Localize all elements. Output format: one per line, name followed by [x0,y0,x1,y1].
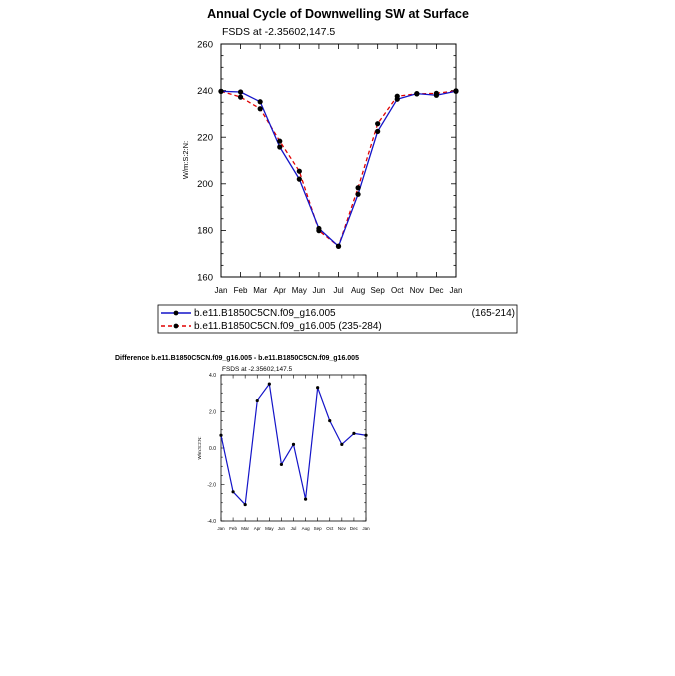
main-plot-area: 160 180 200 220 240 260 Jan Feb Mar Apr May Jun Jul A… [197,39,462,295]
chart-1-x-tick-label: Aug [302,526,311,531]
chart-0-x-tick-label: Dec [429,286,443,295]
chart-1-series-1-point [340,442,344,446]
chart-1-x-tick-label: Jun [278,526,286,531]
main-chart-subtitle: FSDS at -2.35602,147.5 [222,26,335,38]
legend-series-1-annotation: (165-214) [472,308,515,319]
chart-0-series-1-point [375,128,381,134]
chart-1-x-tick-label: Jan [217,526,225,531]
chart-0-x-tick-label: Nov [410,286,424,295]
chart-0-y-tick-label: 220 [197,133,213,144]
chart-1-series-1-point [231,490,235,494]
chart-0-series-2-point [375,121,381,127]
chart-0-series-2-line [220,90,457,247]
chart-1-x-tick-label: Apr [254,526,262,531]
chart-0-y-tick-label: 180 [197,226,213,237]
legend-series-2-label: b.e11.B1850C5CN.f09_g16.005 (235-284) [194,321,382,332]
chart-0-series-1-point [257,99,263,105]
main-chart-legend: b.e11.B1850C5CN.f09_g16.005 (165-214) b.… [157,304,518,334]
chart-1-series-1-point [267,382,271,386]
chart-1-x-tick-label: Oct [326,526,334,531]
chart-0-series-2-point [394,93,400,99]
chart-0-x-tick-label: Jan [215,286,228,295]
chart-0-series-2-point [433,90,440,96]
chart-0-x-tick-label: Feb [234,286,248,295]
chart-0-y-tick-label: 160 [197,272,213,283]
chart-1-x-tick-label: Nov [338,526,347,531]
chart-0-y-tick-label: 260 [197,39,213,50]
chart-1-x-tick-label: Sep [314,526,323,531]
chart-0-series-2-point [414,91,420,97]
legend-box [157,304,518,334]
chart-0-series-2-point [296,168,302,174]
chart-0-series-1-line [220,90,457,247]
chart-1-series-1-point [219,433,223,437]
chart-0-x-tick-label: Mar [253,286,267,295]
chart-0-series-2-point [218,88,224,94]
chart-0-series-1-point [296,176,302,182]
chart-0-series-2-point [355,185,361,191]
chart-1-series-1-point [316,386,320,390]
chart-1-y-tick-label: -4.0 [207,519,216,525]
chart-1-series-1-point [352,431,356,435]
chart-0-x-tick-label: Jan [450,286,463,295]
diff-chart-title: Difference b.e11.B1850C5CN.f09_g16.005 -… [115,355,359,362]
chart-0-y-tick-label: 240 [197,86,213,97]
chart-1-y-tick-label: 2.0 [209,409,216,415]
chart-1-series-1-point [279,462,284,467]
chart-1-y-tick-label: -2.0 [207,482,216,488]
main-chart-ylabel: W/m:S:2:N: [181,141,190,179]
chart-0-series-1-point [355,191,361,197]
chart-1-series-1-point [243,502,247,507]
chart-1-x-tick-label: Mar [241,526,249,531]
diff-chart-subtitle: FSDS at -2.35602,147.5 [222,366,292,373]
chart-1-series-1-point [303,497,308,501]
chart-1-series-1-point [291,442,296,446]
chart-0-x-tick-label: Jul [333,286,343,295]
chart-0-x-tick-label: Oct [391,286,404,295]
chart-0-series-1-point [237,89,244,95]
chart-1-x-tick-label: Feb [229,526,237,531]
chart-0-y-tick-label: 200 [197,179,213,190]
chart-0-series-2-point [237,94,244,100]
chart-0-series-2-point [453,88,459,94]
legend-series-1-label: b.e11.B1850C5CN.f09_g16.005 [194,308,336,319]
chart-1-x-tick-label: Jul [291,526,297,531]
chart-0-series-2-point [316,228,322,234]
chart-0-series-2-point [257,106,263,112]
main-chart-title: Annual Cycle of Downwelling SW at Surfac… [207,7,469,21]
chart-1-x-tick-label: Dec [350,526,359,531]
chart-0-x-tick-label: Jun [312,286,325,295]
chart-0-x-tick-label: Apr [274,286,287,295]
chart-1-y-tick-label: 4.0 [209,373,216,379]
chart-1-series-1-point [255,398,259,403]
chart-0-series-2-point [335,243,342,249]
diff-chart-ylabel: W/m:S:2:N: [197,436,202,459]
chart-0-x-tick-label: May [292,286,307,295]
chart-1-y-tick-label: 0.0 [209,446,216,452]
chart-0-series-2-point [277,138,283,144]
chart-1-x-tick-label: May [265,526,274,531]
legend-series-1-marker [173,310,179,316]
legend-series-2-marker [173,323,179,329]
chart-1-x-tick-label: Jan [362,526,370,531]
chart-0-x-tick-label: Sep [371,286,386,295]
chart-1-series-1-point [364,433,368,437]
chart-0-plot-frame [220,43,457,278]
diff-plot-area: -4.0 -2.0 0.0 2.0 4.0 Jan Feb Mar Apr May Jun Jul Au… [207,373,370,531]
chart-1-series-1-point [328,419,332,423]
chart-0-x-tick-label: Aug [351,286,365,295]
chart-1-plot-frame [220,374,367,522]
chart-0-series-1-point [277,144,283,150]
